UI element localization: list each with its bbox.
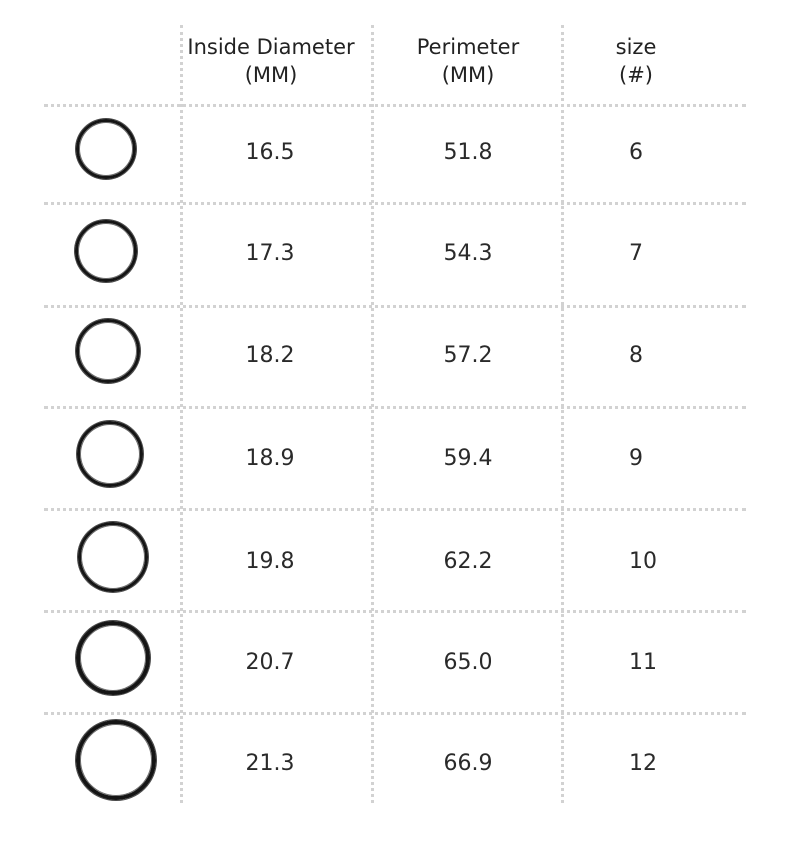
row-divider (44, 610, 746, 613)
row-divider (44, 406, 746, 409)
perimeter-value: 59.4 (443, 446, 493, 471)
header-unit: (MM) (441, 63, 495, 87)
row-divider (44, 202, 746, 205)
ring-icon (65, 419, 155, 489)
column-header-inside-diameter: Inside Diameter (MM) (181, 33, 361, 89)
perimeter-value: 66.9 (443, 751, 493, 776)
column-divider (561, 25, 564, 803)
size-value: 10 (629, 549, 657, 574)
size-value: 12 (629, 751, 657, 776)
inside-diameter-value: 16.5 (245, 140, 295, 165)
inside-diameter-value: 17.3 (245, 241, 295, 266)
header-label: Inside Diameter (187, 35, 355, 59)
inside-diameter-value: 18.2 (245, 343, 295, 368)
ring-icon (68, 620, 158, 696)
ring-icon (61, 218, 151, 284)
perimeter-value: 57.2 (443, 343, 493, 368)
size-value: 11 (629, 650, 657, 675)
inside-diameter-value: 18.9 (245, 446, 295, 471)
size-value: 9 (629, 446, 643, 471)
header-label: Perimeter (416, 35, 520, 59)
inside-diameter-value: 21.3 (245, 751, 295, 776)
row-divider (44, 712, 746, 715)
inside-diameter-value: 20.7 (245, 650, 295, 675)
header-unit: (#) (619, 63, 653, 87)
header-label: size (615, 35, 657, 59)
row-divider (44, 508, 746, 511)
ring-icon (68, 521, 158, 593)
column-header-perimeter: Perimeter (MM) (378, 33, 558, 89)
ring-icon (71, 719, 161, 801)
inside-diameter-value: 19.8 (245, 549, 295, 574)
perimeter-value: 54.3 (443, 241, 493, 266)
column-divider (180, 25, 183, 803)
header-unit: (MM) (244, 63, 298, 87)
perimeter-value: 65.0 (443, 650, 493, 675)
perimeter-value: 51.8 (443, 140, 493, 165)
size-value: 7 (629, 241, 643, 266)
size-value: 6 (629, 140, 643, 165)
column-divider (371, 25, 374, 803)
perimeter-value: 62.2 (443, 549, 493, 574)
row-divider (44, 305, 746, 308)
column-header-size: size (#) (546, 33, 726, 89)
ring-icon (63, 317, 153, 385)
ring-icon (61, 117, 151, 181)
size-value: 8 (629, 343, 643, 368)
row-divider (44, 104, 746, 107)
